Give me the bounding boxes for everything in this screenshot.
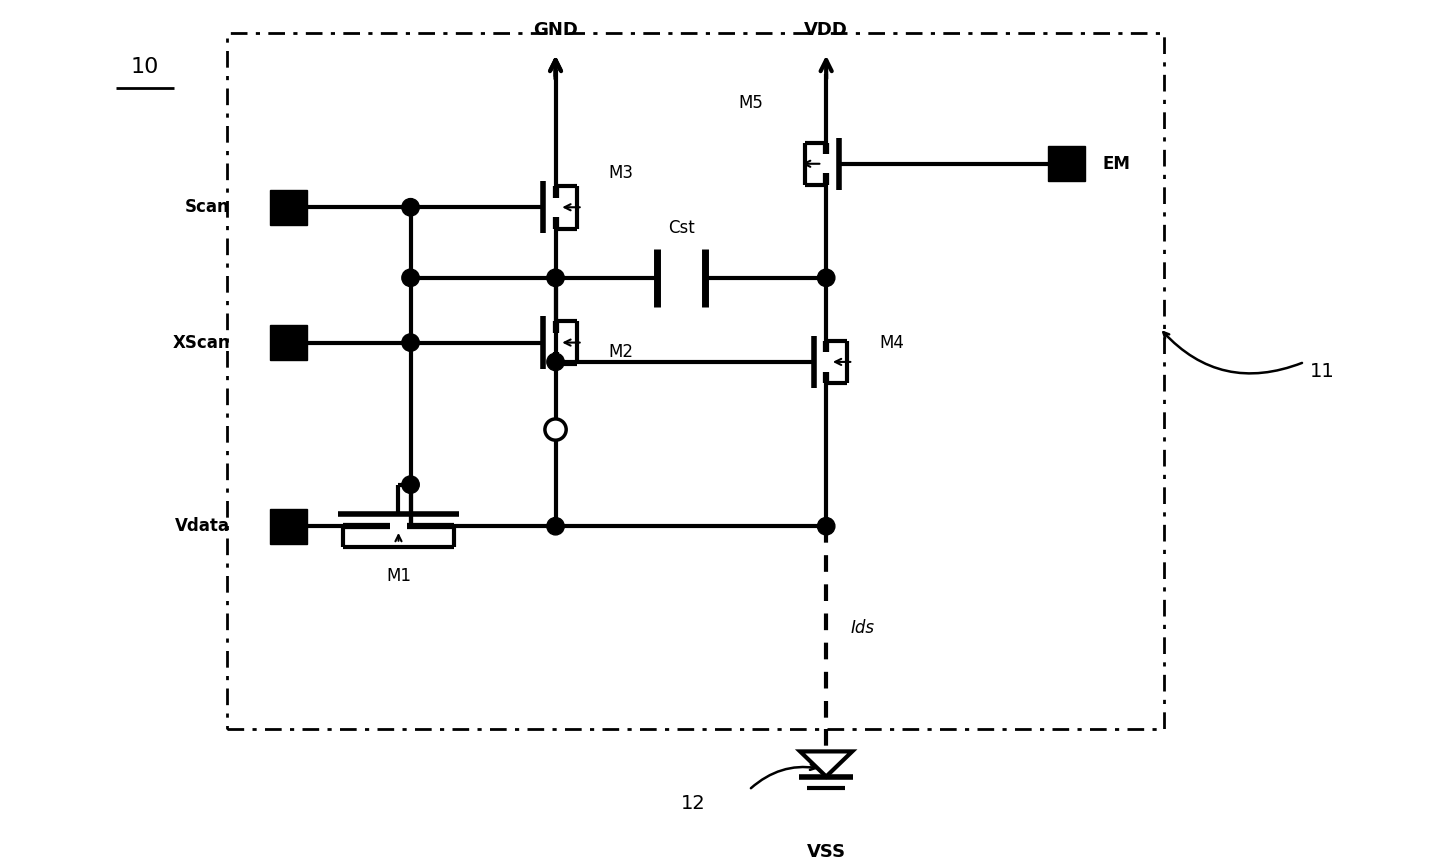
Circle shape [545, 419, 567, 440]
Text: M5: M5 [738, 94, 763, 112]
Bar [1049, 147, 1085, 181]
Bar [270, 509, 308, 544]
Circle shape [817, 517, 834, 535]
Bar [228, 33, 1165, 729]
Text: Cst: Cst [668, 219, 694, 237]
Text: GND: GND [534, 21, 578, 39]
Circle shape [402, 198, 419, 216]
Circle shape [402, 269, 419, 287]
Text: Scan: Scan [185, 198, 230, 216]
Bar [270, 325, 308, 360]
Circle shape [402, 476, 419, 493]
Text: Vdata: Vdata [175, 517, 230, 535]
Text: M4: M4 [879, 334, 904, 352]
Circle shape [547, 353, 564, 371]
Circle shape [547, 517, 564, 535]
Bar [270, 190, 308, 225]
Text: 11: 11 [1309, 362, 1334, 381]
Text: M1: M1 [386, 567, 411, 585]
Text: M2: M2 [608, 343, 634, 361]
Text: VSS: VSS [807, 843, 846, 858]
Circle shape [547, 269, 564, 287]
Text: VDD: VDD [804, 21, 849, 39]
Text: M3: M3 [608, 165, 634, 183]
Text: Ids: Ids [850, 619, 874, 637]
Circle shape [817, 269, 834, 287]
Text: EM: EM [1103, 154, 1130, 172]
Text: XScan: XScan [172, 334, 230, 352]
Text: 12: 12 [681, 795, 705, 813]
Circle shape [402, 334, 419, 351]
Text: 10: 10 [130, 57, 159, 77]
